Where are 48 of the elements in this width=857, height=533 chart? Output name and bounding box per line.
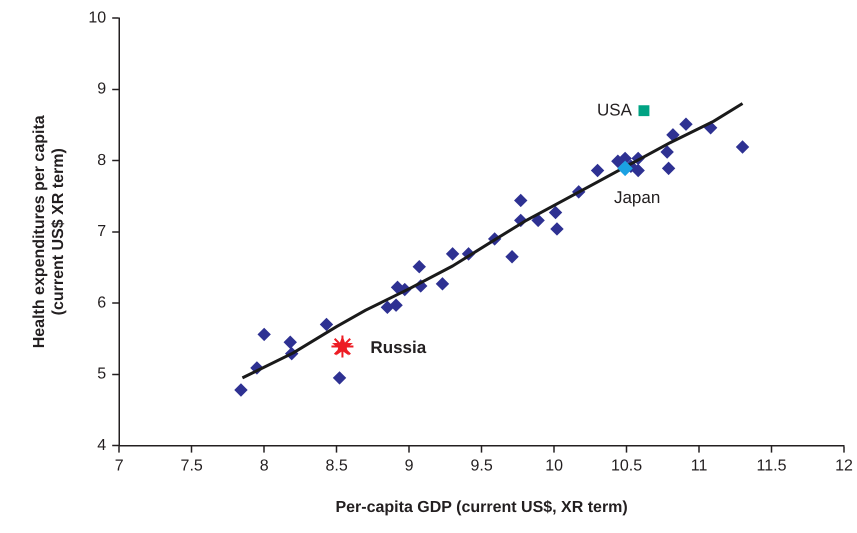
x-tick-label: 9 bbox=[404, 458, 414, 475]
y-axis-title: Health expenditures per capita (current US$ XR term) bbox=[31, 115, 68, 348]
x-tick-label: 8 bbox=[260, 458, 269, 475]
point bbox=[446, 247, 460, 260]
y-tick-label: 10 bbox=[88, 9, 106, 26]
series-label: Japan bbox=[614, 188, 660, 208]
x-tick-label: 11.5 bbox=[756, 458, 787, 475]
point bbox=[436, 277, 449, 290]
point bbox=[618, 160, 633, 176]
point bbox=[679, 118, 692, 131]
y-tick-label: 7 bbox=[97, 223, 106, 240]
point bbox=[514, 194, 528, 207]
x-tick-label: 9.5 bbox=[470, 458, 493, 475]
point bbox=[550, 222, 564, 236]
x-tick-label: 10.5 bbox=[610, 458, 642, 475]
point bbox=[632, 164, 645, 178]
point bbox=[549, 206, 562, 220]
point bbox=[234, 384, 248, 397]
series-label: USA bbox=[596, 100, 633, 120]
point bbox=[638, 105, 650, 116]
point bbox=[284, 336, 297, 349]
y-tick-label: 6 bbox=[97, 294, 106, 312]
x-tick-label: 8.5 bbox=[326, 458, 348, 475]
point bbox=[506, 250, 519, 264]
point bbox=[258, 328, 271, 341]
point bbox=[390, 298, 403, 312]
point bbox=[412, 260, 426, 274]
point bbox=[333, 371, 346, 384]
x-tick-label: 12 bbox=[835, 458, 853, 475]
point bbox=[662, 162, 676, 175]
point bbox=[332, 336, 353, 356]
y-tick-label: 4 bbox=[97, 437, 106, 454]
x-tick-label: 11 bbox=[690, 458, 708, 475]
point bbox=[532, 214, 545, 227]
point bbox=[591, 164, 604, 178]
x-tick-label: 7.5 bbox=[180, 458, 203, 475]
y-tick-label: 9 bbox=[97, 80, 106, 98]
legend-label: Russia bbox=[370, 338, 427, 358]
y-tick-label: 8 bbox=[97, 152, 106, 169]
x-tick-label: 7 bbox=[114, 458, 124, 475]
y-tick-label: 5 bbox=[97, 366, 106, 383]
x-axis-title: Per-capita GDP (current US$, XR term) bbox=[335, 498, 628, 516]
point bbox=[666, 128, 680, 142]
point bbox=[380, 300, 394, 314]
point bbox=[736, 140, 750, 154]
x-tick-label: 10 bbox=[545, 458, 564, 475]
point bbox=[320, 318, 333, 331]
point bbox=[660, 145, 674, 158]
